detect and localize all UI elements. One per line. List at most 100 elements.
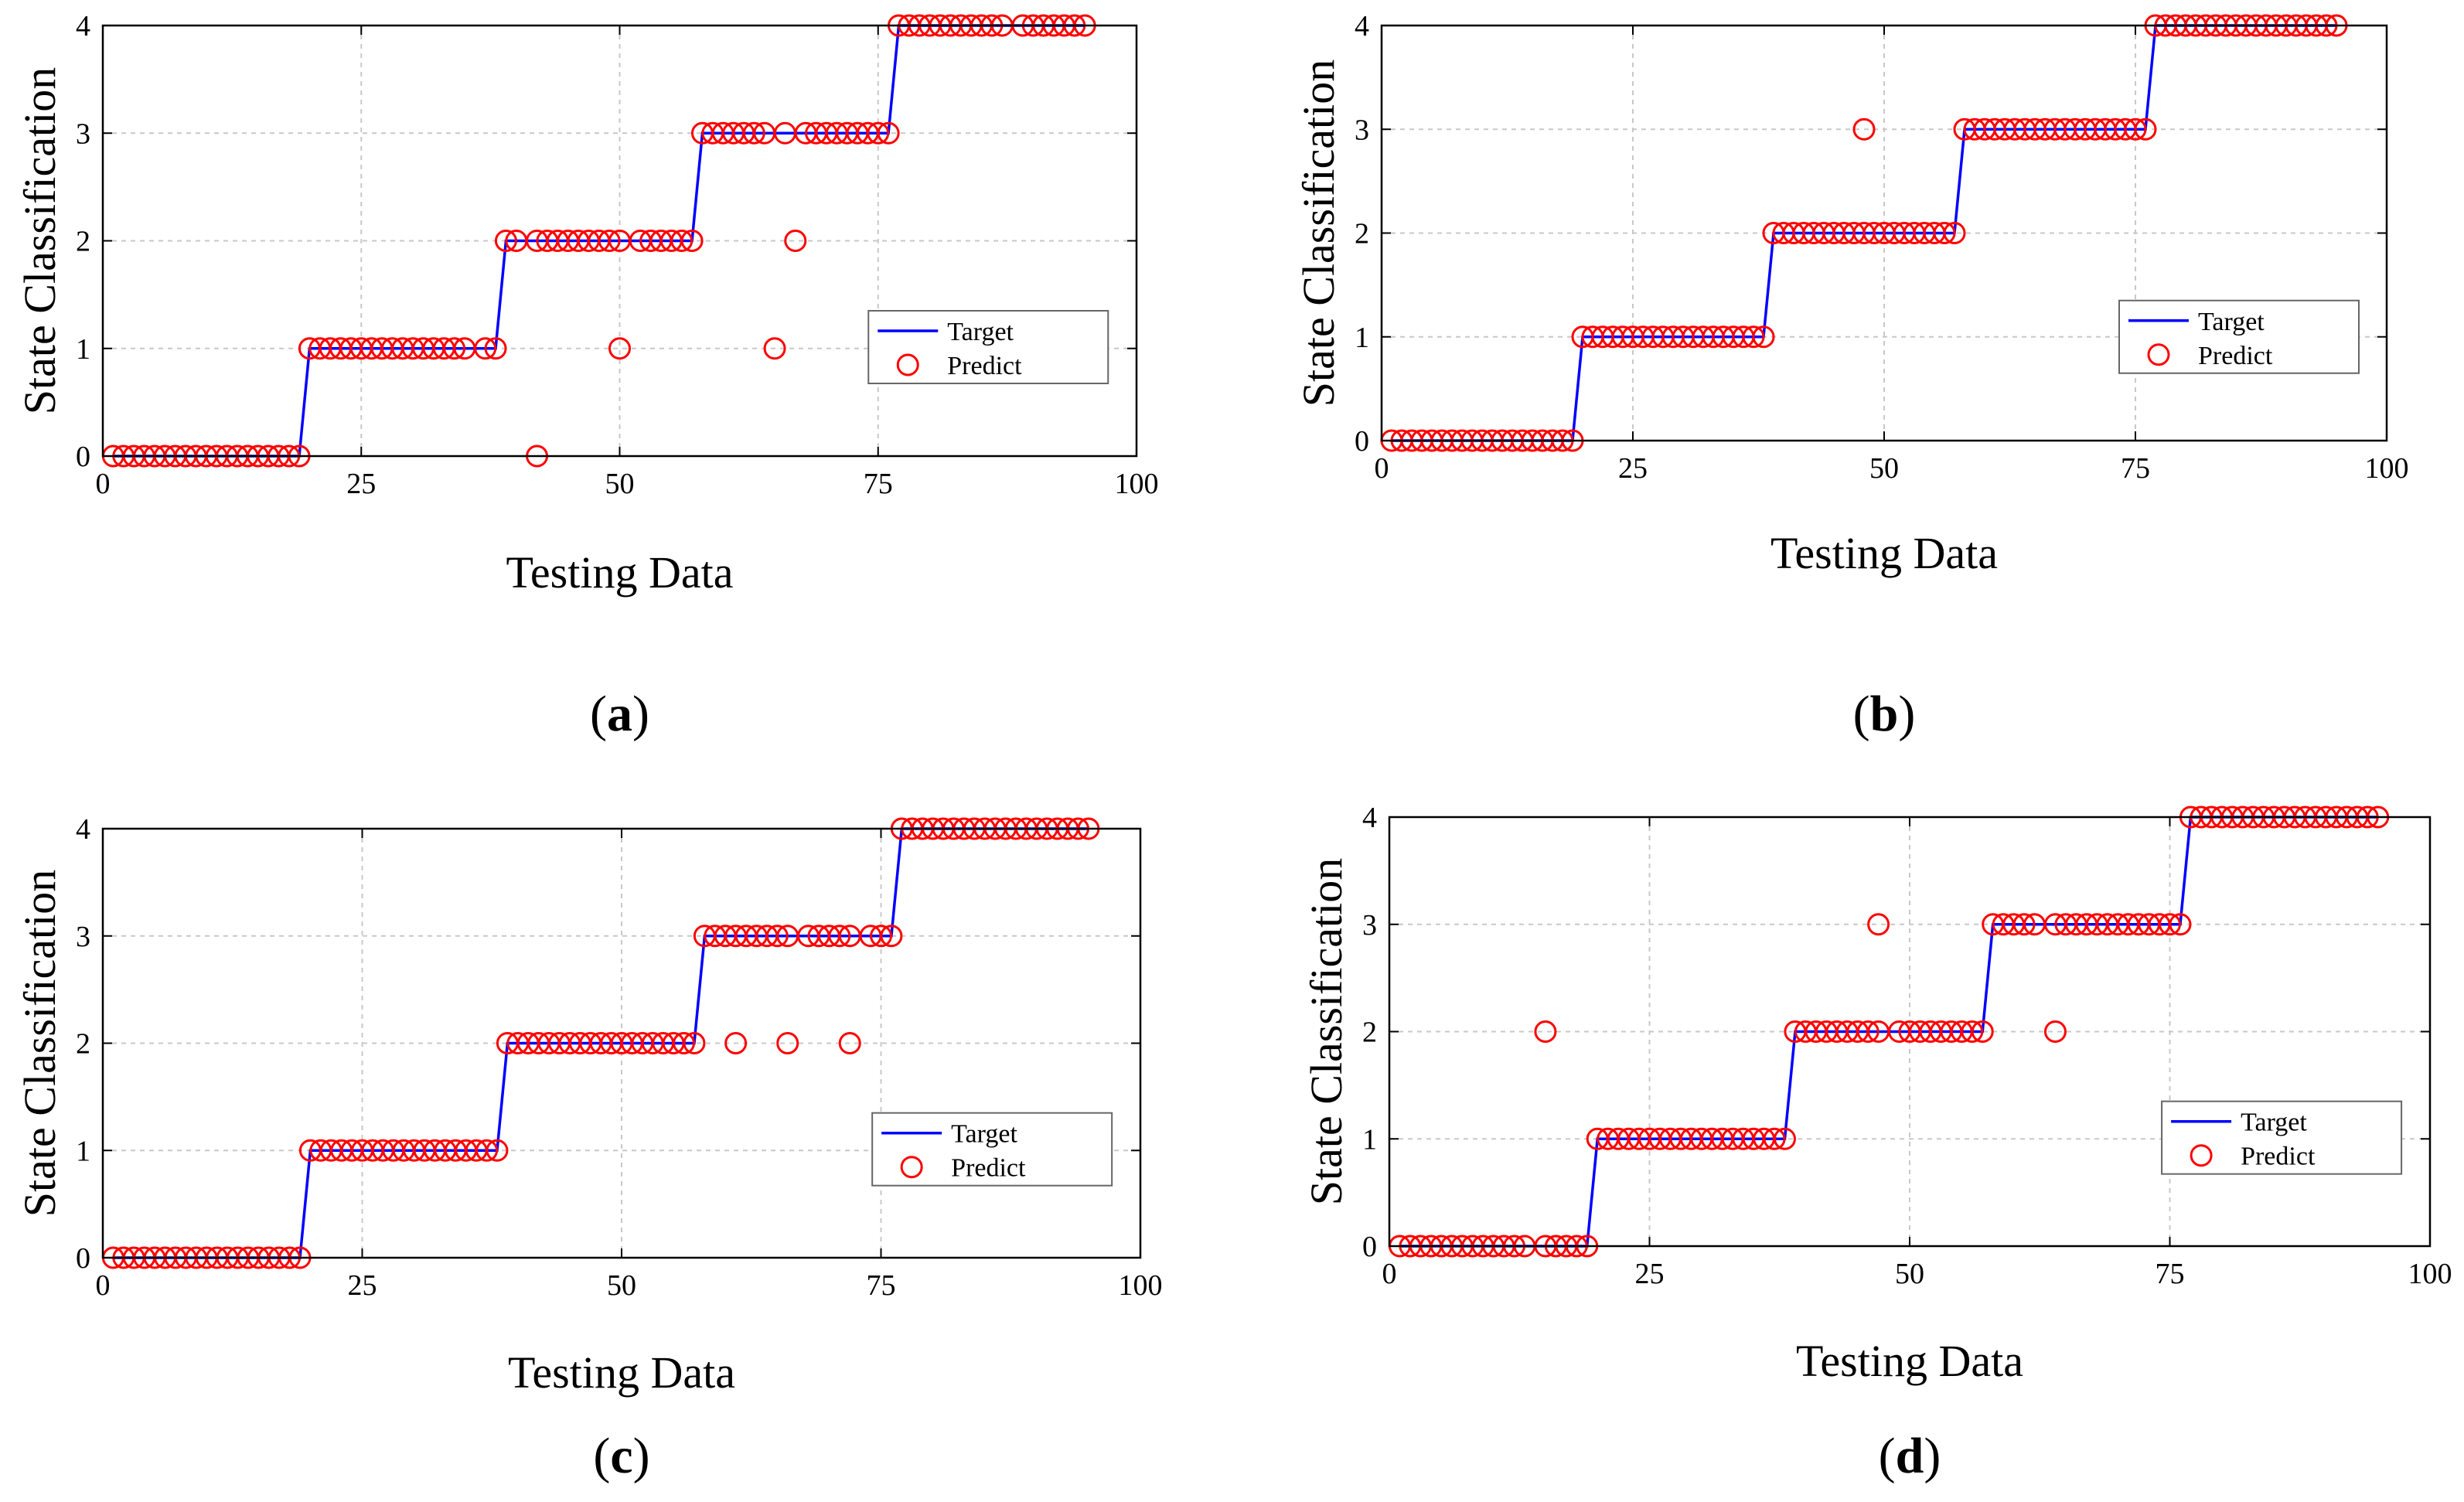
predict-point <box>484 337 507 360</box>
legend-target-label: Target <box>2198 308 2265 336</box>
x-tick-label: 100 <box>1119 1269 1163 1302</box>
panel-label-close: ) <box>1924 1428 1941 1484</box>
y-tick-label: 3 <box>1362 909 1377 942</box>
predict-point <box>443 337 466 360</box>
legend-predict-swatch <box>2147 343 2170 366</box>
y-tick-label: 2 <box>1362 1017 1377 1049</box>
legend-target-label: Target <box>2241 1109 2307 1137</box>
panel-label-letter: c <box>610 1428 632 1484</box>
legend-predict-label: Predict <box>2198 342 2273 370</box>
predict-point <box>724 1032 748 1054</box>
predict-point <box>1961 1020 1984 1043</box>
y-tick-label: 2 <box>1355 218 1369 250</box>
x-tick-label: 0 <box>1375 452 1389 485</box>
x-tick-label: 50 <box>1895 1258 1924 1290</box>
y-tick-label: 1 <box>1355 322 1369 354</box>
panel-label-open: ( <box>593 1428 610 1484</box>
y-tick-label: 0 <box>76 1242 90 1275</box>
y-tick-label: 4 <box>1362 802 1377 834</box>
panel-label-open: ( <box>1879 1428 1896 1484</box>
predict-point <box>2012 913 2036 936</box>
predict-point <box>2134 118 2157 141</box>
y-tick-label: 0 <box>1362 1231 1377 1263</box>
y-tick-label: 2 <box>76 226 90 258</box>
predict-point <box>598 230 621 252</box>
y-tick-label: 0 <box>1355 425 1369 458</box>
legend: Target Predict <box>871 1112 1113 1187</box>
panel-b: 0 25 50 75 100 0 1 2 3 4 Testing Data State Classif… <box>1293 10 2409 742</box>
predict-point <box>1742 325 1765 349</box>
predict-point <box>2043 1020 2067 1043</box>
y-axis-label: State Classification <box>1301 858 1351 1205</box>
predict-point <box>670 230 694 252</box>
x-tick-label: 75 <box>867 1269 896 1302</box>
panel-label-close: ) <box>1898 686 1915 742</box>
x-tick-label: 75 <box>864 468 893 500</box>
y-tick-label: 1 <box>76 333 90 366</box>
predict-point <box>784 230 807 252</box>
x-axis-label: Testing Data <box>508 1347 735 1398</box>
panel-label-letter: b <box>1870 686 1899 742</box>
legend-predict-swatch <box>2190 1144 2213 1167</box>
x-axis-label: Testing Data <box>1796 1336 2023 1386</box>
y-tick-label: 1 <box>1362 1123 1377 1156</box>
predict-point <box>1852 118 1876 141</box>
x-tick-label: 50 <box>605 468 635 500</box>
y-tick-label: 3 <box>76 118 90 150</box>
predict-point <box>673 1032 696 1054</box>
y-tick-label: 4 <box>76 10 90 43</box>
y-tick-label: 4 <box>1355 10 1369 43</box>
x-tick-label: 100 <box>2365 452 2409 485</box>
predict-point <box>1752 325 1775 349</box>
x-tick-label: 0 <box>96 1269 111 1302</box>
predict-point <box>1534 1020 1557 1043</box>
x-tick-label: 50 <box>1869 452 1899 485</box>
legend-target-label: Target <box>951 1120 1017 1149</box>
legend: Target Predict <box>2161 1100 2403 1175</box>
predict-point <box>1763 1127 1786 1150</box>
x-tick-label: 50 <box>607 1269 636 1302</box>
predict-point <box>877 121 900 145</box>
predict-point <box>1971 1020 1994 1043</box>
legend-box <box>2161 1100 2403 1175</box>
panel-label-close: ) <box>633 1428 650 1484</box>
legend-box <box>871 1112 1113 1187</box>
x-tick-label: 0 <box>1382 1258 1397 1290</box>
x-tick-label: 25 <box>1635 1258 1665 1290</box>
predict-point <box>475 1139 499 1162</box>
y-axis-label: State Classification <box>1293 60 1344 407</box>
predict-point <box>608 337 631 360</box>
predict-point <box>870 925 892 948</box>
predict-point <box>486 1139 509 1162</box>
y-tick-label: 2 <box>76 1028 90 1061</box>
y-axis-label: State Classification <box>15 870 65 1217</box>
x-tick-label: 75 <box>2156 1258 2185 1290</box>
predict-point <box>683 1032 706 1054</box>
legend-predict-swatch <box>900 1156 923 1179</box>
x-axis-label: Testing Data <box>1770 528 1998 578</box>
predict-point <box>1943 222 1966 244</box>
y-tick-label: 3 <box>1355 114 1369 146</box>
legend-box <box>867 310 1109 385</box>
panel-d: 0 25 50 75 100 0 1 2 3 4 Testing Data State Classif… <box>1301 802 2452 1484</box>
predict-point <box>2124 118 2147 141</box>
predict-point <box>474 337 497 360</box>
legend: Target Predict <box>2118 299 2360 374</box>
predict-point <box>867 121 890 145</box>
predict-point <box>742 121 765 145</box>
y-tick-label: 0 <box>76 441 90 473</box>
predict-point <box>2169 913 2192 936</box>
panel-a: 0 25 50 75 100 0 1 2 3 4 Testing Data State Classif… <box>15 10 1159 742</box>
panel-label-letter: d <box>1896 1428 1924 1484</box>
x-tick-label: 75 <box>2121 452 2150 485</box>
predict-point <box>1773 1127 1796 1150</box>
x-tick-label: 25 <box>348 1269 377 1302</box>
predict-point <box>776 1032 799 1054</box>
y-axis-label: State Classification <box>15 67 65 414</box>
legend-predict-swatch <box>896 353 919 376</box>
x-tick-label: 25 <box>1618 452 1648 485</box>
predict-point <box>828 925 851 948</box>
panel-label: (c) <box>593 1428 649 1484</box>
predict-point <box>880 925 903 948</box>
predict-point <box>838 1032 861 1054</box>
